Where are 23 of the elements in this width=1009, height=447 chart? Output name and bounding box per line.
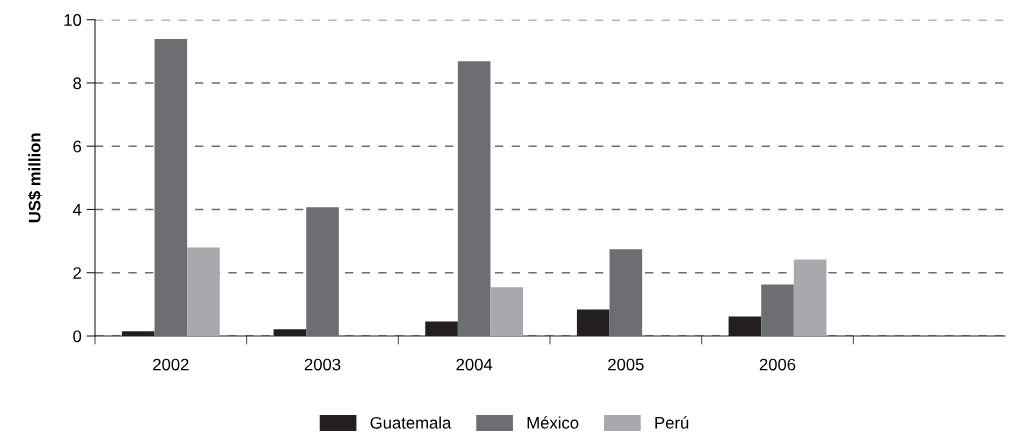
bar [609, 249, 643, 336]
x-tick-label: 2002 [153, 358, 189, 371]
bar [306, 207, 339, 336]
bar [154, 38, 188, 336]
bar [761, 284, 794, 336]
y-tick-label: 8 [73, 77, 82, 90]
bar [490, 287, 524, 336]
bar [457, 61, 491, 336]
y-tick-label: 2 [73, 267, 81, 279]
bar [187, 247, 220, 336]
y-tick-label: 4 [72, 204, 82, 216]
x-tick-label: 2006 [759, 358, 796, 371]
legend-label: Guatemala [370, 416, 452, 429]
y-tick-label: 10 [64, 14, 82, 26]
x-tick-label: 2005 [608, 358, 644, 371]
x-tick-label: 2004 [456, 358, 493, 371]
y-tick-label: 0 [73, 330, 82, 343]
legend-label: México [527, 416, 579, 429]
y-tick-label: 6 [73, 140, 82, 153]
legend-label: Perú [655, 416, 689, 429]
y-axis-title: US$ million [28, 133, 42, 223]
bar [793, 259, 827, 336]
x-tick-label: 2003 [304, 358, 341, 371]
